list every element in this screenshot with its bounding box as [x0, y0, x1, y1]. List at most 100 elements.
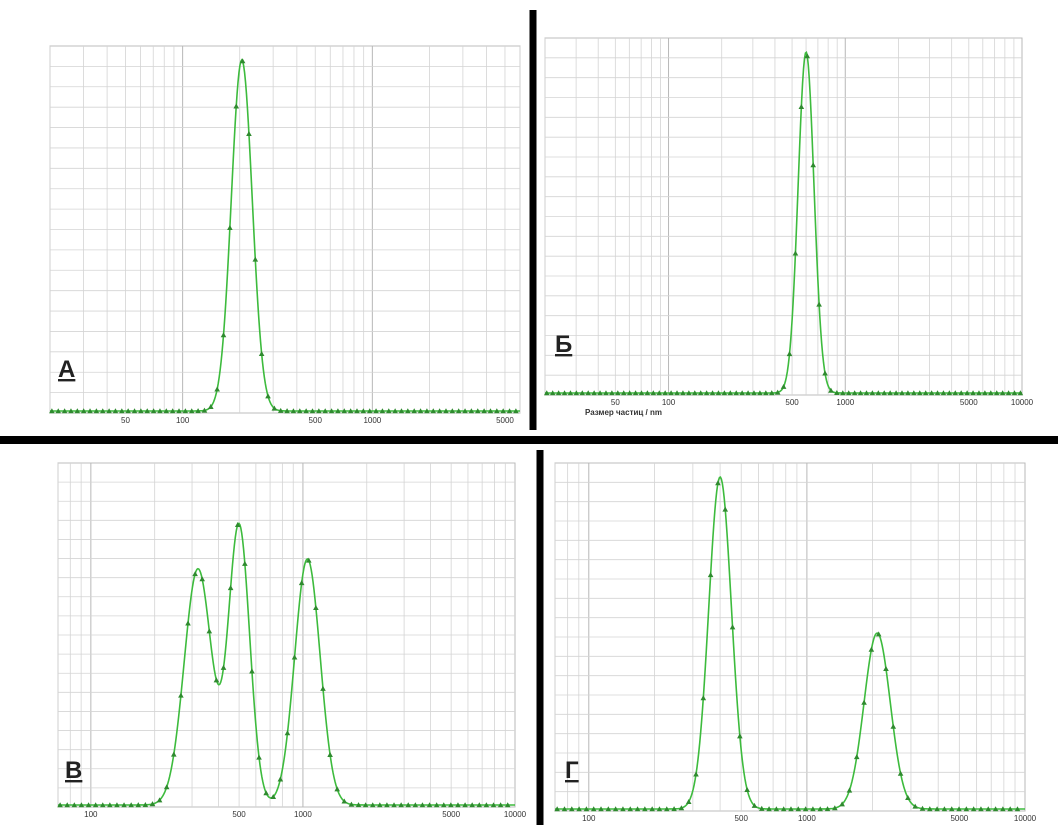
data-point-marker	[656, 806, 663, 812]
chart-panel: 100 500 1000 5000 10000 Г	[554, 462, 1037, 823]
data-point-marker	[487, 408, 494, 414]
data-point-marker	[87, 408, 93, 414]
data-point-marker	[822, 370, 828, 376]
data-point-marker	[722, 506, 729, 512]
x-tick-label: 50	[611, 398, 620, 407]
data-point-marker	[214, 386, 220, 392]
data-point-marker	[626, 390, 633, 396]
data-point-marker	[1007, 806, 1013, 812]
data-point-marker	[176, 408, 182, 414]
x-tick-label: 5000	[950, 814, 968, 823]
data-point-marker	[579, 390, 586, 396]
data-point-marker	[757, 390, 763, 396]
data-point-marker	[603, 390, 609, 396]
data-point-marker	[298, 580, 305, 586]
data-point-marker	[899, 390, 905, 396]
data-point-marker	[169, 408, 176, 414]
data-point-marker	[691, 390, 698, 396]
data-point-marker	[1000, 806, 1006, 812]
data-point-marker	[893, 390, 899, 396]
data-point-marker	[188, 408, 195, 414]
x-tick-label: 10000	[504, 810, 527, 819]
data-point-marker	[391, 802, 397, 808]
data-point-marker	[178, 692, 184, 698]
data-point-marker	[430, 408, 437, 414]
data-point-marker	[354, 408, 360, 414]
data-point-marker	[462, 802, 468, 808]
data-point-marker	[327, 751, 333, 757]
data-point-marker	[271, 405, 278, 411]
data-point-marker	[948, 806, 955, 812]
data-point-marker	[220, 664, 227, 670]
data-point-marker	[462, 408, 468, 414]
data-point-marker	[605, 806, 612, 812]
data-point-marker	[709, 390, 716, 396]
x-tick-label: 1000	[294, 810, 312, 819]
data-point-marker	[469, 802, 475, 808]
data-point-marker	[68, 408, 74, 414]
data-point-marker	[703, 390, 710, 396]
data-point-marker	[567, 390, 574, 396]
data-point-marker	[887, 390, 893, 396]
data-point-marker	[875, 390, 882, 396]
data-point-marker	[163, 408, 170, 414]
data-point-marker	[766, 806, 772, 812]
data-point-marker	[506, 408, 513, 414]
data-point-marker	[851, 390, 858, 396]
data-point-marker	[398, 802, 404, 808]
data-point-marker	[436, 408, 443, 414]
data-point-marker	[668, 390, 674, 396]
data-point-marker	[490, 802, 497, 808]
data-point-marker	[348, 801, 355, 807]
data-point-marker	[715, 390, 722, 396]
data-point-marker	[707, 572, 714, 578]
data-point-marker	[934, 390, 941, 396]
data-point-marker	[810, 162, 816, 168]
data-point-marker	[57, 802, 63, 808]
data-point-marker	[609, 390, 615, 396]
data-point-marker	[252, 256, 259, 262]
chart-panel: 50 100 500 1000 5000 А	[49, 45, 521, 425]
panel-label: В	[65, 757, 82, 784]
data-point-marker	[644, 390, 651, 396]
data-point-marker	[125, 408, 131, 414]
data-point-marker	[233, 103, 240, 109]
data-point-marker	[426, 802, 433, 808]
data-point-marker	[258, 351, 265, 357]
data-point-marker	[591, 390, 597, 396]
x-tick-label: 100	[176, 416, 190, 425]
data-point-marker	[78, 802, 85, 808]
x-axis-label: Размер частиц / nm	[585, 408, 662, 417]
data-point-marker	[890, 723, 897, 729]
data-point-marker	[597, 390, 603, 396]
data-point-marker	[795, 806, 802, 812]
data-point-marker	[443, 408, 449, 414]
data-point-marker	[627, 806, 634, 812]
data-point-marker	[620, 390, 627, 396]
data-point-marker	[970, 806, 977, 812]
data-point-marker	[845, 390, 852, 396]
data-point-marker	[119, 408, 125, 414]
data-point-marker	[500, 408, 506, 414]
data-point-marker	[149, 801, 156, 807]
data-point-marker	[598, 806, 604, 812]
data-point-marker	[804, 53, 811, 59]
data-point-marker	[737, 733, 743, 739]
data-point-marker	[905, 795, 911, 801]
panel-label: Б	[555, 331, 572, 358]
data-point-marker	[455, 408, 462, 414]
data-point-marker	[685, 799, 692, 805]
data-point-marker	[379, 408, 386, 414]
data-point-marker	[239, 58, 246, 64]
data-point-marker	[61, 408, 68, 414]
data-point-marker	[385, 408, 392, 414]
data-point-marker	[817, 806, 824, 812]
data-point-marker	[481, 408, 487, 414]
data-point-marker	[549, 390, 556, 396]
data-point-marker	[440, 802, 447, 808]
data-point-marker	[227, 585, 234, 591]
data-point-marker	[568, 806, 575, 812]
x-tick-label: 5000	[442, 810, 460, 819]
data-point-marker	[585, 390, 592, 396]
